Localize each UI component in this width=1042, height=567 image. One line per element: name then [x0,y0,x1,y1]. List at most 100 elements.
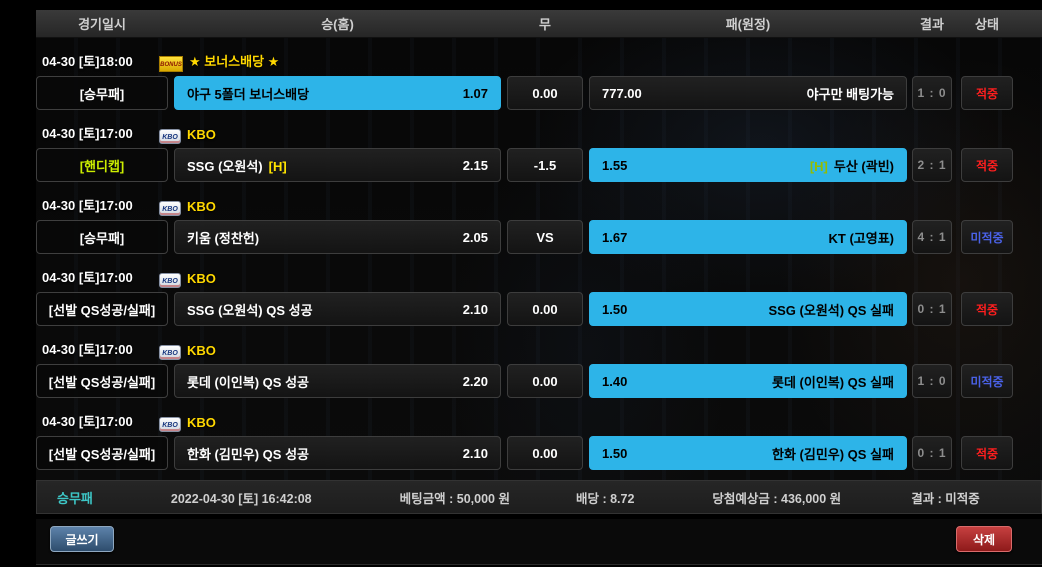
league-name: ★ 보너스배당 ★ [189,54,280,69]
home-odds-cell[interactable]: 야구 5폴더 보너스배당 1.07 [174,76,501,110]
home-odds-cell[interactable]: 키움 (정찬헌) 2.05 [174,220,501,254]
footer-bar: 글쓰기 삭제 [36,519,1042,565]
status-badge: 미적중 [961,364,1013,398]
match-date-row: 04-30 [토]17:00 KBO KBO [36,404,1042,432]
away-odds-cell[interactable]: 1.50 SSG (오원석) QS 실패 [589,292,907,326]
status-badge: 적중 [961,148,1013,182]
match-date-row: 04-30 [토]18:00 BONUS ★ 보너스배당 ★ [36,44,1042,72]
away-odds: 1.50 [602,301,628,317]
summary-bet-type: 승무패 [57,490,93,506]
result-cell: 0 : 1 [912,292,952,326]
bet-history-table: 경기일시 승(홈) 무 패(원정) 결과 상태 04-30 [토]18:00 B… [36,10,1042,470]
write-button[interactable]: 글쓰기 [50,526,114,552]
home-odds: 2.10 [462,445,488,461]
bet-group: 04-30 [토]18:00 BONUS ★ 보너스배당 ★ [승무패] 야구 … [36,44,1042,110]
bet-type-button[interactable]: [선발 QS성공/실패] [36,292,168,326]
table-header: 경기일시 승(홈) 무 패(원정) 결과 상태 [36,10,1042,38]
background-photo [36,38,1042,480]
away-odds-cell[interactable]: 777.00 야구만 배팅가능 [589,76,907,110]
status-badge: 적중 [961,76,1013,110]
bet-group: 04-30 [토]17:00 KBO KBO [핸디캡] SSG (오원석) [H… [36,116,1042,182]
home-team-name: 키움 (정찬헌) [187,230,260,246]
home-team-name: 롯데 (이인복) QS 성공 [187,374,309,390]
league-name: KBO [187,199,216,214]
match-date: 04-30 [토]17:00 [42,342,133,357]
summary-datetime: 2022-04-30 [토] 16:42:08 [170,491,312,506]
match-date-row: 04-30 [토]17:00 KBO KBO [36,188,1042,216]
home-odds: 2.15 [462,157,488,173]
home-team-name: 야구 5폴더 보너스배당 [187,86,310,102]
bonus-icon: BONUS [159,56,183,72]
away-odds-cell[interactable]: 1.50 한화 (김민우) QS 실패 [589,436,907,470]
match-date: 04-30 [토]17:00 [42,126,133,141]
bet-row: [선발 QS성공/실패] 롯데 (이인복) QS 성공 2.20 0.00 1.… [36,364,1042,398]
away-team-name: [H] 두산 (곽빈) [809,158,894,174]
result-cell: 1 : 0 [912,364,952,398]
col-header-draw: 무 [539,17,551,32]
delete-button[interactable]: 삭제 [956,526,1012,552]
col-header-result: 결과 [920,17,944,32]
handicap-line-cell[interactable]: -1.5 [507,148,583,182]
away-odds: 1.67 [602,229,628,245]
bet-group: 04-30 [토]17:00 KBO KBO [선발 QS성공/실패] 롯데 (… [36,332,1042,398]
away-odds-cell[interactable]: 1.67 KT (고영표) [589,220,907,254]
home-odds-cell[interactable]: 롯데 (이인복) QS 성공 2.20 [174,364,501,398]
away-team-name: SSG (오원석) QS 실패 [768,302,894,318]
result-cell: 0 : 1 [912,436,952,470]
draw-odds-cell[interactable]: VS [507,220,583,254]
home-team-name: SSG (오원석) QS 성공 [187,302,313,318]
bet-group: 04-30 [토]17:00 KBO KBO [승무패] 키움 (정찬헌) 2.… [36,188,1042,254]
handicap-tag: [H] [809,158,828,174]
match-date: 04-30 [토]17:00 [42,270,133,285]
away-odds-cell[interactable]: 1.55 [H] 두산 (곽빈) [589,148,907,182]
away-team-name: 한화 (김민우) QS 실패 [772,446,894,462]
bet-type-button[interactable]: [선발 QS성공/실패] [36,364,168,398]
away-odds: 1.55 [602,157,628,173]
home-odds: 2.10 [462,301,488,317]
home-odds-cell[interactable]: SSG (오원석) QS 성공 2.10 [174,292,501,326]
kbo-logo-icon: KBO [159,129,181,144]
bet-group: 04-30 [토]17:00 KBO KBO [선발 QS성공/실패] SSG … [36,260,1042,326]
bet-group: 04-30 [토]17:00 KBO KBO [선발 QS성공/실패] 한화 (… [36,404,1042,470]
away-team-name: KT (고영표) [828,230,894,246]
home-odds: 2.20 [462,373,488,389]
away-odds: 1.50 [602,445,628,461]
home-odds-cell[interactable]: 한화 (김민우) QS 성공 2.10 [174,436,501,470]
col-header-home: 승(홈) [321,17,354,32]
col-header-date: 경기일시 [78,17,126,32]
away-odds-cell[interactable]: 1.40 롯데 (이인복) QS 실패 [589,364,907,398]
league-name: KBO [187,127,216,142]
league-name: KBO [187,271,216,286]
away-odds: 1.40 [602,373,628,389]
home-odds: 1.07 [462,85,488,101]
summary-result: 결과 : 미적중 [911,491,980,506]
bet-type-button[interactable]: [승무패] [36,76,168,110]
bet-type-button[interactable]: [선발 QS성공/실패] [36,436,168,470]
draw-odds-cell[interactable]: 0.00 [507,436,583,470]
draw-odds-cell[interactable]: 0.00 [507,76,583,110]
home-odds-cell[interactable]: SSG (오원석) [H] 2.15 [174,148,501,182]
home-team-name: SSG (오원석) [H] [187,158,287,174]
summary-bar: 승무패 2022-04-30 [토] 16:42:08 베팅금액 : 50,00… [36,480,1042,514]
draw-odds-cell[interactable]: 0.00 [507,364,583,398]
home-team-name: 한화 (김민우) QS 성공 [187,446,309,462]
league-name: KBO [187,343,216,358]
result-cell: 2 : 1 [912,148,952,182]
col-header-away: 패(원정) [725,17,771,32]
summary-odds: 배당 : 8.72 [575,491,635,506]
home-odds: 2.05 [462,229,488,245]
result-cell: 1 : 0 [912,76,952,110]
match-date: 04-30 [토]17:00 [42,414,133,429]
match-date-row: 04-30 [토]17:00 KBO KBO [36,260,1042,288]
bet-type-button[interactable]: [승무패] [36,220,168,254]
match-date-row: 04-30 [토]17:00 KBO KBO [36,332,1042,360]
draw-odds-cell[interactable]: 0.00 [507,292,583,326]
summary-expected-win: 당첨예상금 : 436,000 원 [712,491,842,506]
kbo-logo-icon: KBO [159,273,181,288]
handicap-tag: [H] [268,158,287,174]
bet-row: [승무패] 키움 (정찬헌) 2.05 VS 1.67 KT (고영표) 4 :… [36,220,1042,254]
league-name: KBO [187,415,216,430]
bet-row: [선발 QS성공/실패] 한화 (김민우) QS 성공 2.10 0.00 1.… [36,436,1042,470]
bet-type-button[interactable]: [핸디캡] [36,148,168,182]
kbo-logo-icon: KBO [159,345,181,360]
